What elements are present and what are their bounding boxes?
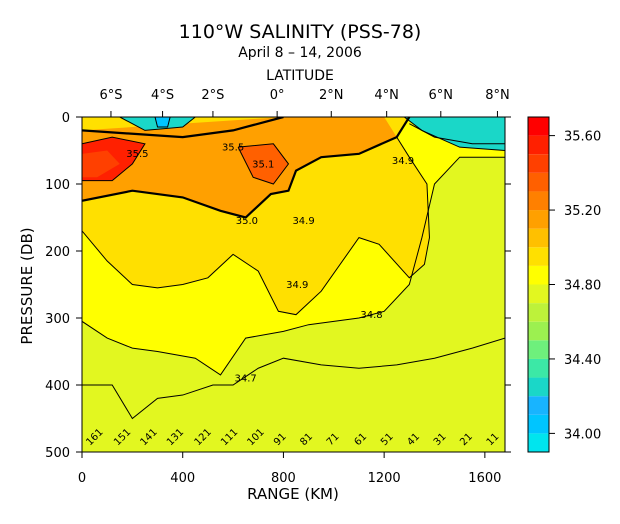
y-tick-label: 100	[45, 178, 70, 193]
colorbar-segment	[528, 191, 549, 211]
y-tick-label: 0	[62, 111, 70, 126]
lat-tick-label: 2°S	[201, 88, 224, 103]
plot-frame	[81, 116, 506, 453]
contour-label: 34.8	[360, 310, 382, 321]
lat-tick-label: 6°S	[99, 88, 122, 103]
lat-tick-label: 8°N	[485, 88, 510, 103]
colorbar-segment	[528, 117, 549, 136]
y-axis-label: PRESSURE (DB)	[18, 227, 36, 344]
colorbar-segment	[528, 303, 549, 322]
contour-line	[237, 143, 290, 185]
plot-area: 34.9 35.0 35.1 35.5 35.5 34.9 34.8 34.7 34.9	[81, 116, 506, 453]
contour-fill-region	[447, 117, 505, 138]
x-tick-label: 1200	[368, 471, 401, 486]
chart-title: 110°W SALINITY (PSS-78)	[179, 21, 422, 43]
x-axis-label: RANGE (KM)	[247, 485, 339, 503]
colorbar-segment	[528, 210, 549, 229]
contour-label: 35.5	[222, 143, 244, 154]
contour-label: 34.9	[292, 216, 314, 227]
x-tick-label: 1600	[468, 471, 501, 486]
contour-line	[119, 117, 196, 131]
contour-line	[409, 123, 505, 145]
contour-fills	[82, 117, 505, 452]
colorbar-segment	[528, 377, 549, 397]
colorbar-segment	[528, 358, 549, 378]
contour-labels: 34.9 35.0 35.1 35.5 35.5 34.9 34.8 34.7 34.9	[126, 143, 414, 385]
colorbar-tick-label: 34.00	[564, 427, 601, 442]
contour-label: 35.1	[252, 159, 274, 170]
colorbar-segment	[528, 321, 549, 341]
contour-line	[82, 337, 505, 420]
colorbar-segment	[528, 340, 549, 359]
colorbar-segment	[528, 247, 549, 266]
colorbar-tick-label: 34.80	[564, 279, 601, 294]
colorbar-segment	[528, 135, 549, 155]
chart-subtitle: April 8 – 14, 2006	[238, 45, 362, 61]
contour-line	[82, 136, 146, 182]
colorbar-segment	[528, 265, 549, 285]
x-tick-label: 400	[170, 471, 195, 486]
contour-label: 35.5	[126, 149, 148, 160]
colorbar-segment	[528, 433, 549, 452]
contour-label: 35.0	[236, 216, 258, 227]
axes: 0 400 800 1200 1600 0 100 200 300 400 500 6°S 4°S 2°S…	[45, 88, 511, 486]
lat-tick-label: 4°S	[151, 88, 174, 103]
colorbar: 34.00 34.40 34.80 35.20 35.60	[527, 116, 601, 453]
colorbar-segment	[528, 172, 549, 192]
x-tick-label: 800	[271, 471, 296, 486]
contour-line	[154, 117, 171, 128]
colorbar-segment	[528, 228, 549, 248]
lat-tick-label: 6°N	[429, 88, 454, 103]
contour-line	[403, 117, 505, 151]
lat-tick-label: 4°N	[374, 88, 399, 103]
colorbar-tick-label: 35.20	[564, 204, 601, 219]
contour-lines	[82, 117, 505, 420]
colorbar-tick-label: 35.60	[564, 130, 601, 145]
contour-line	[82, 117, 411, 219]
contour-line	[82, 136, 430, 316]
y-tick-label: 500	[45, 446, 70, 461]
y-tick-label: 300	[45, 312, 70, 327]
contour-label: 34.9	[392, 156, 414, 167]
colorbar-tick-label: 34.40	[564, 353, 601, 368]
y-tick-label: 200	[45, 245, 70, 260]
colorbar-segment	[528, 154, 549, 173]
colorbar-segment	[528, 284, 549, 304]
contour-fill-region	[82, 117, 397, 218]
contour-line	[82, 117, 284, 139]
contour-fill-region	[238, 143, 289, 184]
x-tick-label: 0	[78, 471, 86, 486]
contour-fill-region	[155, 117, 171, 128]
lat-tick-label: 2°N	[319, 88, 344, 103]
colorbar-segment	[528, 396, 549, 415]
y-tick-label: 400	[45, 379, 70, 394]
title-group: 110°W SALINITY (PSS-78) April 8 – 14, 20…	[179, 21, 422, 84]
latitude-axis-label: LATITUDE	[266, 68, 334, 84]
contour-fill-region	[82, 150, 120, 178]
lat-tick-label: 0°	[270, 88, 285, 103]
contour-label: 34.9	[286, 280, 308, 291]
colorbar-segment	[528, 414, 549, 434]
contour-label: 34.7	[235, 374, 257, 385]
